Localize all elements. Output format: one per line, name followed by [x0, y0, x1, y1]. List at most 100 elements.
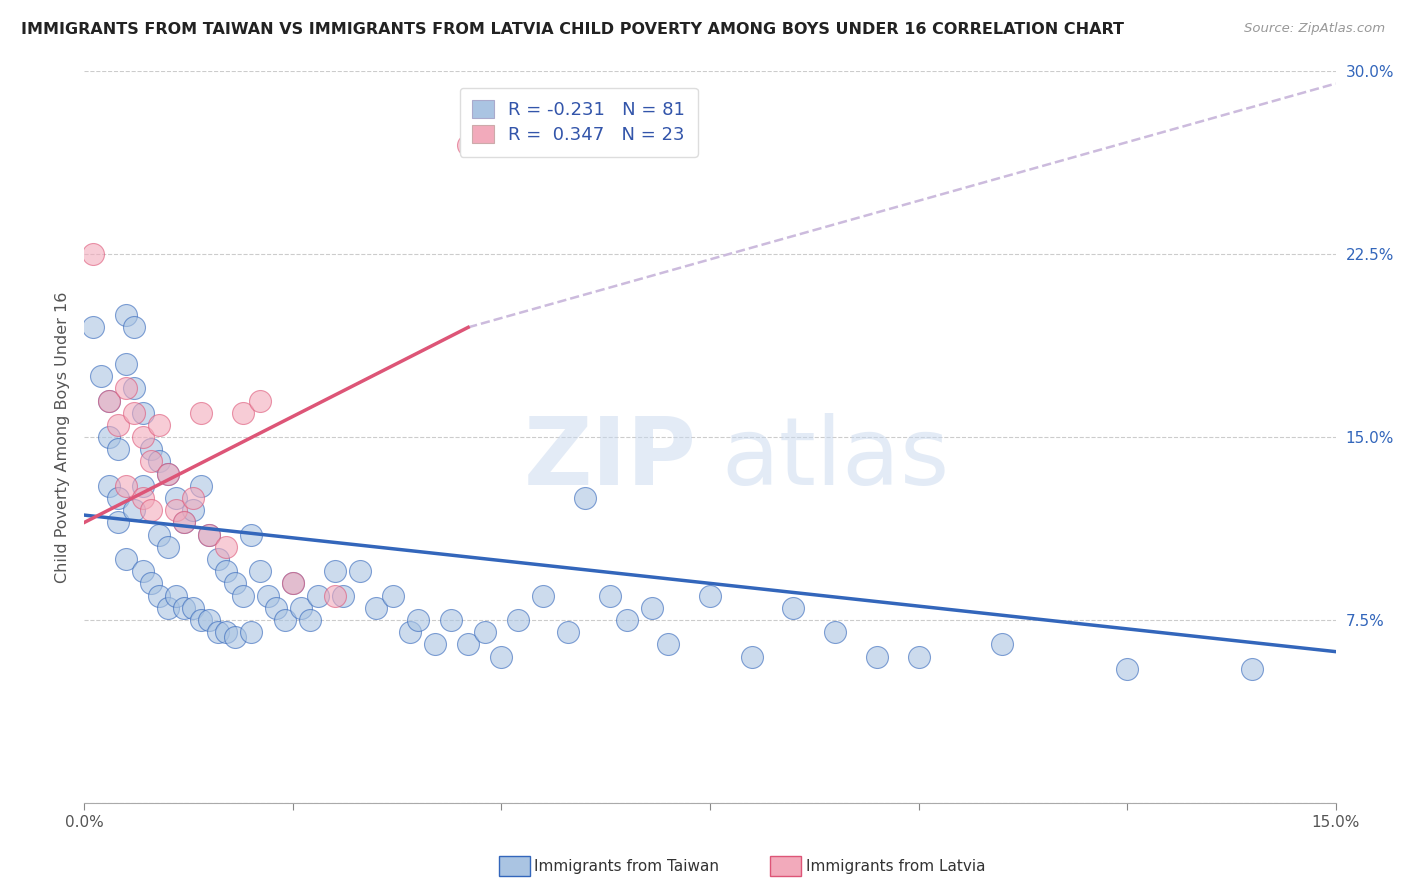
Point: [508, 613, 530, 627]
Point: [124, 320, 146, 334]
Point: [173, 516, 195, 530]
Point: [249, 393, 271, 408]
Point: [181, 503, 204, 517]
Point: [224, 630, 246, 644]
Point: [657, 637, 679, 651]
Point: [741, 649, 763, 664]
Point: [124, 503, 146, 517]
Point: [531, 589, 554, 603]
Point: [98, 479, 121, 493]
Point: [181, 600, 204, 615]
Point: [198, 527, 221, 541]
Point: [249, 564, 271, 578]
Point: [190, 479, 212, 493]
Point: [782, 600, 804, 615]
Point: [298, 613, 321, 627]
Text: Immigrants from Latvia: Immigrants from Latvia: [806, 859, 986, 873]
Point: [198, 613, 221, 627]
Point: [232, 589, 254, 603]
Point: [207, 552, 229, 566]
Point: [257, 589, 280, 603]
Point: [173, 516, 195, 530]
Point: [423, 637, 446, 651]
Point: [115, 357, 138, 371]
Text: Immigrants from Taiwan: Immigrants from Taiwan: [534, 859, 720, 873]
Point: [215, 540, 238, 554]
Point: [323, 589, 346, 603]
Point: [132, 491, 155, 505]
Point: [398, 625, 420, 640]
Point: [198, 527, 221, 541]
Point: [574, 491, 596, 505]
Point: [224, 576, 246, 591]
Point: [406, 613, 429, 627]
Point: [491, 649, 513, 664]
Point: [132, 406, 155, 420]
Point: [82, 320, 104, 334]
Point: [190, 406, 212, 420]
Point: [366, 600, 388, 615]
Point: [115, 381, 138, 395]
Point: [156, 600, 179, 615]
Y-axis label: Child Poverty Among Boys Under 16: Child Poverty Among Boys Under 16: [55, 292, 70, 582]
Point: [557, 625, 579, 640]
Point: [382, 589, 405, 603]
Point: [139, 576, 162, 591]
Text: Source: ZipAtlas.com: Source: ZipAtlas.com: [1244, 22, 1385, 36]
Point: [349, 564, 371, 578]
Point: [156, 467, 179, 481]
Point: [139, 503, 162, 517]
Point: [165, 503, 187, 517]
Point: [474, 625, 496, 640]
Point: [148, 527, 170, 541]
Point: [307, 589, 329, 603]
Point: [107, 516, 129, 530]
Point: [215, 564, 238, 578]
Point: [240, 625, 263, 640]
Point: [132, 564, 155, 578]
Point: [866, 649, 889, 664]
Point: [148, 454, 170, 468]
Point: [907, 649, 929, 664]
Point: [457, 137, 479, 152]
Point: [124, 406, 146, 420]
Point: [207, 625, 229, 640]
Point: [173, 600, 195, 615]
Point: [240, 527, 263, 541]
Text: atlas: atlas: [721, 413, 949, 505]
Point: [181, 491, 204, 505]
Point: [190, 613, 212, 627]
Point: [264, 600, 287, 615]
Point: [599, 589, 621, 603]
Point: [156, 540, 179, 554]
Point: [139, 454, 162, 468]
Point: [139, 442, 162, 457]
Point: [107, 491, 129, 505]
Point: [98, 393, 121, 408]
Point: [115, 552, 138, 566]
Point: [115, 308, 138, 322]
Point: [148, 589, 170, 603]
Text: IMMIGRANTS FROM TAIWAN VS IMMIGRANTS FROM LATVIA CHILD POVERTY AMONG BOYS UNDER : IMMIGRANTS FROM TAIWAN VS IMMIGRANTS FRO…: [21, 22, 1123, 37]
Point: [281, 576, 304, 591]
Point: [1116, 662, 1139, 676]
Point: [107, 442, 129, 457]
Point: [98, 393, 121, 408]
Point: [616, 613, 638, 627]
Point: [132, 479, 155, 493]
Point: [156, 467, 179, 481]
Point: [1241, 662, 1264, 676]
Point: [132, 430, 155, 444]
Point: [90, 369, 112, 384]
Point: [290, 600, 312, 615]
Point: [440, 613, 463, 627]
Point: [457, 637, 479, 651]
Text: ZIP: ZIP: [523, 413, 696, 505]
Point: [332, 589, 354, 603]
Point: [232, 406, 254, 420]
Point: [991, 637, 1014, 651]
Point: [281, 576, 304, 591]
Point: [640, 600, 662, 615]
Point: [124, 381, 146, 395]
Point: [215, 625, 238, 640]
